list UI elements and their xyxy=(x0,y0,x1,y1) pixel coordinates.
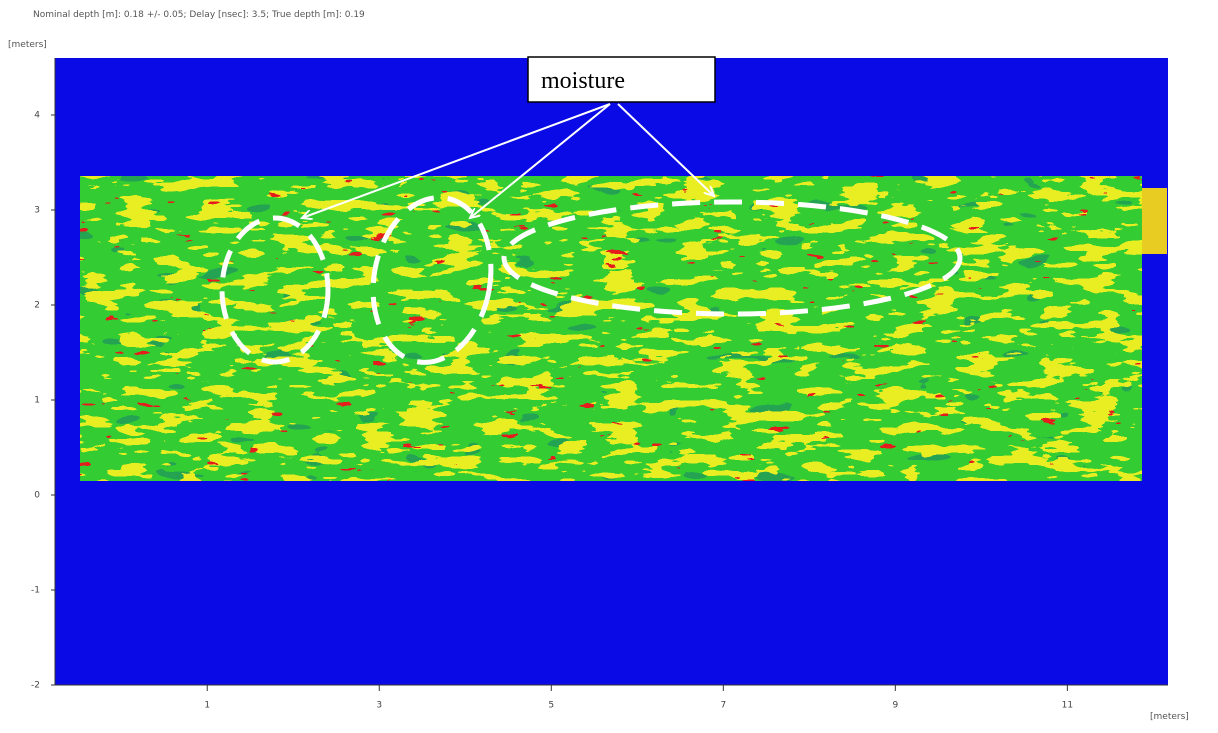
heat-high xyxy=(80,176,1142,481)
header-text: Nominal depth [m]: 0.18 +/- 0.05; Delay … xyxy=(33,10,365,20)
y-tick-label: -1 xyxy=(31,586,40,596)
x-tick-label: 1 xyxy=(204,701,210,711)
moisture-ellipse xyxy=(219,215,331,365)
arrow xyxy=(617,103,714,196)
y-tick-label: 4 xyxy=(34,111,40,121)
annotation-ellipses xyxy=(219,195,963,365)
annotation-box xyxy=(527,56,716,103)
x-tick-label: 11 xyxy=(1062,701,1073,711)
moisture-ellipse xyxy=(370,195,494,365)
x-tick-label: 7 xyxy=(720,701,726,711)
y-tick-label: 2 xyxy=(34,301,40,311)
annotation-arrows xyxy=(302,103,714,218)
x-tick-label: 3 xyxy=(376,701,382,711)
y-tick-label: -2 xyxy=(31,681,40,691)
y-tick-label: 3 xyxy=(34,206,40,216)
moisture-ellipse xyxy=(501,199,963,317)
arrow xyxy=(302,103,611,218)
arrow xyxy=(470,103,611,218)
y-axis-label: [meters] xyxy=(8,40,47,50)
y-tick-label: 0 xyxy=(34,491,40,501)
x-axis-label: [meters] xyxy=(1150,712,1189,722)
survey-area xyxy=(80,176,1167,481)
x-tick-label: 9 xyxy=(892,701,898,711)
y-tick-label: 1 xyxy=(34,396,40,406)
heat-edge xyxy=(1142,188,1167,254)
annotation-text: moisture xyxy=(541,68,625,94)
axes: -2 -1 0 1 2 3 4 1 3 5 7 9 11 xyxy=(31,58,1168,711)
x-tick-label: 5 xyxy=(548,701,554,711)
